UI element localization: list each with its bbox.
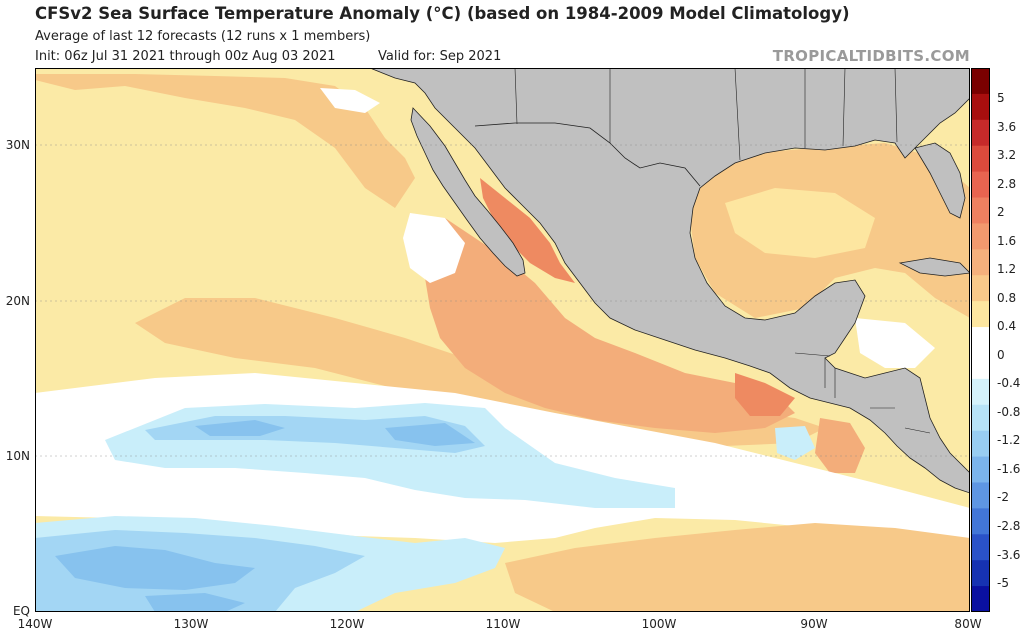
lon-label-80w: 80W: [954, 617, 982, 631]
colorbar-segment: [971, 430, 990, 458]
lon-label-100w: 100W: [641, 617, 677, 631]
subtitle-init: Init: 06z Jul 31 2021 through 00z Aug 03…: [35, 49, 336, 64]
colorbar-label: -2.8: [997, 518, 1021, 533]
neutral-patch-north: [320, 88, 380, 113]
colorbar-label: 1.2: [997, 262, 1017, 277]
subtitle-average: Average of last 12 forecasts (12 runs x …: [35, 29, 371, 44]
colorbar-label: 3.2: [997, 148, 1017, 163]
colorbar-segment: [971, 482, 990, 509]
colorbar-label: -3.6: [997, 547, 1021, 562]
warm-anomaly-north-pacific: [35, 74, 415, 208]
lon-label-140w: 140W: [17, 617, 53, 631]
colorbar-segment: [971, 68, 990, 95]
lat-lon-grid: [35, 144, 970, 457]
warm-anomaly-gulf-california: [480, 178, 575, 283]
warm-anomaly-south: [505, 523, 970, 612]
colorbar-label: -1.2: [997, 433, 1021, 448]
land-north-america: [369, 68, 970, 494]
cool-anomaly-equator-core: [55, 546, 255, 612]
lon-label-130w: 130W: [173, 617, 209, 631]
colorbar-segment: [971, 301, 990, 328]
colorbar-segment: [971, 275, 990, 302]
colorbar-segment: [971, 249, 990, 276]
map-frame: [35, 68, 970, 612]
border-us-mexico: [474, 122, 701, 187]
colorbar-segment: [971, 508, 990, 535]
colorbar-segment: [971, 456, 990, 483]
colorbar-label: -0.4: [997, 376, 1021, 391]
lon-label-110w: 110W: [485, 617, 521, 631]
colorbar-label: 2: [997, 205, 1005, 220]
sst-anomaly-map: [35, 68, 970, 612]
brand-watermark: TROPICALTIDBITS.COM: [772, 47, 970, 65]
colorbar-label: 0.8: [997, 290, 1017, 305]
cool-patch-costa-rica: [775, 426, 815, 460]
border-central-america: [794, 352, 931, 434]
lat-label-30n: 30N: [5, 138, 30, 152]
colorbar-segment: [971, 145, 990, 173]
land-florida: [914, 142, 966, 219]
colorbar-segment: [971, 404, 990, 432]
colorbar: [971, 68, 990, 612]
colorbar-label: -5: [997, 576, 1009, 590]
valid-time: Valid for: Sep 2021: [378, 49, 502, 64]
colorbar-segment: [971, 586, 990, 612]
colorbar-segment: [971, 352, 990, 380]
colorbar-segment: [971, 378, 990, 406]
neutral-patch-baja: [403, 213, 465, 283]
colorbar-frame: [971, 68, 990, 612]
state-borders: [514, 68, 898, 161]
colorbar-segment: [971, 560, 990, 587]
land-baja-california: [410, 107, 526, 277]
colorbar-label: 1.6: [997, 233, 1017, 248]
lat-label-eq: EQ: [12, 604, 30, 618]
land-cuba: [898, 257, 970, 277]
chart-title: CFSv2 Sea Surface Temperature Anomaly (°…: [35, 4, 850, 23]
colorbar-label: -2: [997, 490, 1009, 505]
colorbar-label: 2.8: [997, 176, 1017, 191]
colorbar-segment: [971, 197, 990, 224]
warm-anomaly-nicaragua: [815, 418, 865, 473]
neutral-patch-gulf: [725, 188, 875, 258]
colorbar-segment: [971, 171, 990, 199]
lon-label-90w: 90W: [800, 617, 828, 631]
lat-label-10n: 10N: [5, 449, 30, 463]
colorbar-label: 0: [997, 347, 1005, 362]
colorbar-segment: [971, 327, 990, 354]
colorbar-label: 5: [997, 91, 1005, 105]
colorbar-segment: [971, 534, 990, 561]
colorbar-label: 3.6: [997, 119, 1017, 134]
colorbar-label: 0.4: [997, 319, 1017, 334]
lat-label-20n: 20N: [5, 294, 30, 308]
colorbar-segment: [971, 223, 990, 250]
cool-anomaly-core-10n: [195, 420, 475, 446]
colorbar-label: -0.8: [997, 404, 1021, 419]
warm-anomaly-guatemala: [735, 373, 795, 416]
lon-label-120w: 120W: [329, 617, 365, 631]
colorbar-label: -1.6: [997, 461, 1021, 476]
cool-patch-caribbean: [855, 318, 935, 368]
colorbar-segment: [971, 93, 990, 121]
colorbar-segment: [971, 119, 990, 147]
